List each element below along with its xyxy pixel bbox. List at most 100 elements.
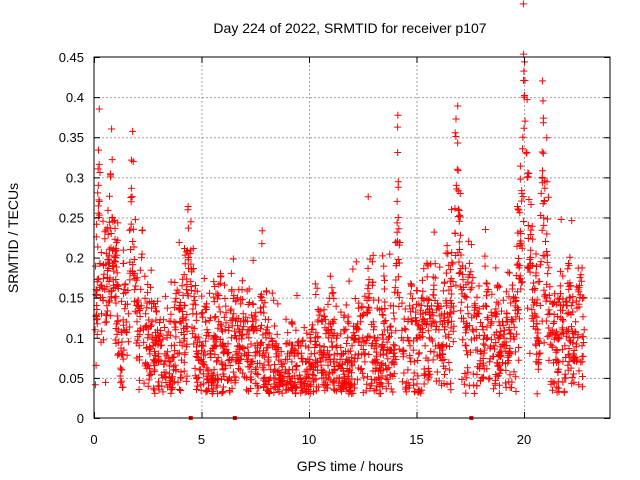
data-point [183,280,191,288]
data-point [524,173,532,181]
data-point [144,334,152,342]
data-point [301,368,309,376]
data-point [178,282,186,290]
data-point [543,247,551,255]
data-point [191,296,199,304]
data-point [140,379,148,387]
data-point [245,334,253,342]
data-point [105,245,113,253]
data-point [227,356,235,364]
data-point [172,319,180,327]
data-point [252,309,260,317]
data-point [149,384,157,392]
data-point [170,353,178,361]
data-point [386,371,394,379]
data-point [265,340,273,348]
data-point [144,288,152,296]
data-point [408,281,416,289]
data-point [177,368,185,376]
data-point [498,340,506,348]
data-point [311,350,319,358]
data-point [492,264,500,272]
data-point [504,268,512,276]
data-point [364,285,372,293]
data-point [453,165,461,173]
data-point [244,326,252,334]
data-point [463,319,471,327]
data-point [171,347,179,355]
data-point [259,364,267,372]
data-point [526,349,534,357]
data-point [449,260,457,268]
data-point [540,221,548,229]
data-point [168,385,176,393]
data-point [224,357,232,365]
data-point [172,294,180,302]
data-point [278,389,286,397]
data-point [580,293,588,301]
data-point [564,265,572,273]
data-point [328,290,336,298]
data-point [136,376,144,384]
data-point [359,345,367,353]
data-point [337,308,345,316]
data-point [172,366,180,374]
data-point [196,338,204,346]
data-point [253,339,261,347]
data-point [166,370,174,378]
data-point [442,297,450,305]
data-point [178,374,186,382]
data-point [427,347,435,355]
data-point [199,342,207,350]
data-point [407,290,415,298]
data-point [192,347,200,355]
data-point [519,145,527,153]
data-point [243,356,251,364]
data-point [219,388,227,396]
data-point [91,381,99,389]
data-point [324,347,332,355]
data-point [156,326,164,334]
data-point [238,277,246,285]
data-point [559,272,567,280]
data-point [569,293,577,301]
data-point [520,67,528,75]
data-point [523,148,531,156]
data-point [163,331,171,339]
data-point [543,251,551,259]
y-tick-label: 0.05 [59,371,84,386]
data-point [371,376,379,384]
data-point [549,378,557,386]
data-point [123,300,131,308]
data-point [207,353,215,361]
data-point [131,307,139,315]
data-point [294,374,302,382]
data-point [576,291,584,299]
data-point [175,238,183,246]
data-point [339,367,347,375]
data-point [523,173,531,181]
data-point [240,345,248,353]
data-point [160,360,168,368]
data-point [216,320,224,328]
data-point [384,355,392,363]
data-point [212,333,220,341]
data-point [312,341,320,349]
data-point [463,293,471,301]
data-point [538,77,546,85]
data-point [486,374,494,382]
y-axis-label: SRMTID / TECUs [5,183,21,293]
data-point [170,318,178,326]
data-point [94,165,102,173]
data-point [348,381,356,389]
data-point [200,380,208,388]
data-point [153,308,161,316]
data-point [534,326,542,334]
data-point [435,326,443,334]
data-point [290,352,298,360]
data-point [316,342,324,350]
data-point [516,162,524,170]
data-point [415,349,423,357]
data-point [182,377,190,385]
data-point [520,50,528,58]
